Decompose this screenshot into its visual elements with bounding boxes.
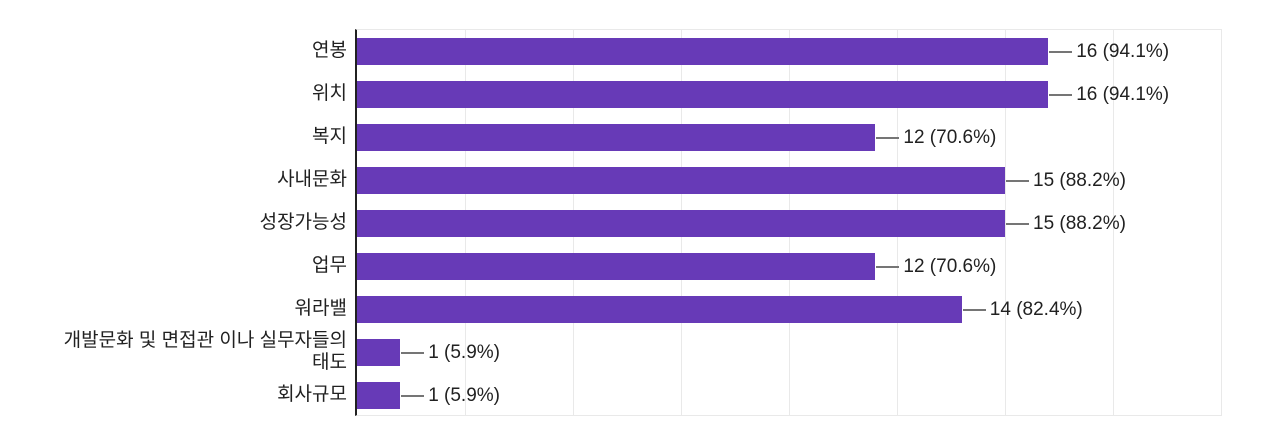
bar [357, 124, 876, 151]
bar-value-label: 16 (94.1%) [1076, 40, 1170, 62]
bar-row: 16 (94.1%) [357, 30, 1221, 73]
category-label-text: 업무 [312, 254, 347, 276]
category-label-text: 태도 [312, 351, 347, 373]
category-label: 사내문화 [0, 158, 355, 201]
annotation-connector-line [1049, 50, 1073, 53]
category-label: 업무 [0, 244, 355, 287]
annotation-connector-line [401, 351, 425, 354]
annotation-connector-line [962, 308, 986, 311]
category-label-text: 워라밸 [294, 297, 347, 319]
bar-row: 16 (94.1%) [357, 73, 1221, 116]
bar-row: 1 (5.9%) [357, 374, 1221, 417]
category-label-text: 회사규모 [277, 383, 347, 405]
category-label: 연봉 [0, 29, 355, 72]
bar-row: 12 (70.6%) [357, 245, 1221, 288]
bar-row: 15 (88.2%) [357, 159, 1221, 202]
category-label: 복지 [0, 115, 355, 158]
bar-value-label: 1 (5.9%) [428, 384, 500, 406]
category-label: 위치 [0, 72, 355, 115]
category-axis-labels: 연봉 위치 복지 사내문화 성장가능성 업무 워라밸 개발문화 및 면접관 이나… [0, 29, 355, 416]
bar [357, 339, 401, 366]
bar [357, 167, 1005, 194]
bar-row: 12 (70.6%) [357, 116, 1221, 159]
bar [357, 38, 1049, 65]
gridline [1113, 30, 1114, 415]
category-label: 워라밸 [0, 287, 355, 330]
annotation-connector-line [1006, 179, 1029, 182]
bar [357, 382, 401, 409]
bar [357, 81, 1049, 108]
bar-row: 1 (5.9%) [357, 331, 1221, 374]
bar [357, 296, 962, 323]
plot-area: 16 (94.1%) 16 (94.1%) 12 (70.6%) 15 (88.… [355, 29, 1222, 416]
annotation-connector-line [1049, 93, 1073, 96]
bar-value-label: 12 (70.6%) [903, 126, 997, 148]
category-label-text: 사내문화 [277, 168, 347, 190]
bar-value-label: 14 (82.4%) [989, 298, 1083, 320]
bar-value-label: 15 (88.2%) [1033, 169, 1126, 191]
category-label-text: 개발문화 및 면접관 이나 실무자들의 [63, 330, 347, 351]
category-label: 성장가능성 [0, 201, 355, 244]
category-label-text: 복지 [312, 125, 347, 147]
bar-value-label: 15 (88.2%) [1033, 212, 1126, 234]
bar [357, 253, 876, 280]
bar-value-label: 12 (70.6%) [903, 255, 997, 277]
annotation-connector-line [1006, 222, 1029, 225]
bar-value-label: 16 (94.1%) [1076, 83, 1170, 105]
category-label: 회사규모 [0, 373, 355, 416]
category-label-text: 연봉 [312, 39, 347, 61]
category-label-text: 위치 [312, 82, 347, 104]
annotation-connector-line [876, 265, 900, 268]
bar-row: 15 (88.2%) [357, 202, 1221, 245]
gridline [1005, 30, 1006, 415]
bar-row: 14 (82.4%) [357, 288, 1221, 331]
category-label: 개발문화 및 면접관 이나 실무자들의 태도 [0, 330, 355, 373]
bar [357, 210, 1005, 237]
bar-rows: 16 (94.1%) 16 (94.1%) 12 (70.6%) 15 (88.… [357, 30, 1221, 415]
annotation-connector-line [401, 394, 425, 397]
bar-value-label: 1 (5.9%) [428, 341, 500, 363]
category-label-text: 성장가능성 [259, 211, 347, 233]
annotation-connector-line [876, 136, 900, 139]
